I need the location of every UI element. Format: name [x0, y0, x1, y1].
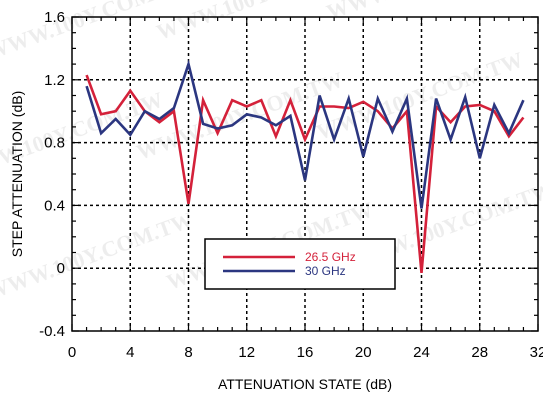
x-axis-title: ATTENUATION STATE (dB) — [218, 376, 392, 392]
x-tick-label: 32 — [530, 344, 543, 361]
axis-ticks — [71, 16, 539, 332]
legend-label: 26.5 GHz — [305, 250, 356, 264]
y-tick-labels: -0.4 0 0.4 0.8 1.2 1.6 — [39, 9, 65, 340]
x-tick-label: 28 — [471, 344, 488, 361]
series-line-1 — [85, 59, 525, 209]
watermark-text: WWW.100Y.COM.TW — [323, 0, 536, 25]
y-tick-label: 1.2 — [44, 72, 65, 89]
legend-label: 30 GHz — [305, 264, 346, 278]
x-tick-label: 12 — [238, 344, 255, 361]
y-tick-label: 0.4 — [44, 197, 65, 214]
x-tick-labels: 0 4 8 12 16 20 24 28 32 — [68, 344, 543, 361]
x-tick-label: 24 — [413, 344, 430, 361]
y-axis-title: STEP ATTENUATION (dB) — [9, 91, 25, 257]
series-line-0 — [85, 74, 525, 274]
y-tick-label: 0.8 — [44, 135, 65, 152]
data-series — [85, 59, 525, 274]
x-tick-label: 16 — [297, 344, 314, 361]
x-tick-label: 4 — [126, 344, 134, 361]
x-tick-label: 8 — [184, 344, 192, 361]
x-tick-label: 20 — [355, 344, 372, 361]
legend-box — [204, 238, 396, 290]
y-tick-label: -0.4 — [39, 323, 65, 340]
x-tick-label: 0 — [68, 344, 76, 361]
watermark-text: WWW.100Y.COM.TW — [0, 207, 196, 305]
watermark-text: WWW.100Y.COM.TW — [313, 47, 526, 145]
y-tick-label: 1.6 — [44, 9, 65, 26]
y-tick-label: 0 — [57, 260, 65, 277]
